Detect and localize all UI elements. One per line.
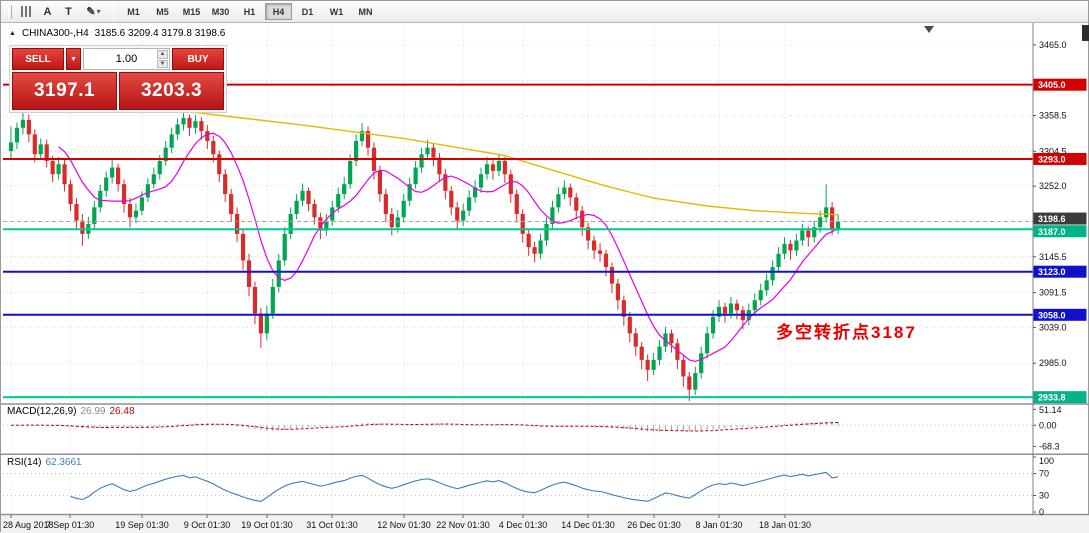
svg-text:3123.0: 3123.0 (1038, 267, 1066, 277)
macd-indicator-label: MACD(12,26,9) 26.99 26.48 (7, 406, 135, 417)
chart-title: ▲ CHINA300-,H4 3185.6 3209.4 3179.8 3198… (9, 28, 225, 39)
symbol-timeframe-label: CHINA300-,H4 (21, 28, 89, 39)
svg-text:3358.5: 3358.5 (1039, 111, 1067, 121)
timeframe-m15-button[interactable]: M15 (182, 6, 201, 17)
volume-down-button[interactable]: ▼ (157, 59, 168, 68)
svg-text:30: 30 (1039, 491, 1049, 501)
macd-signal-line (10, 422, 839, 432)
ohlc-values: 3185.6 3209.4 3179.8 3198.6 (94, 28, 226, 39)
svg-text:3058.0: 3058.0 (1038, 310, 1066, 320)
svg-text:31 Oct 01:30: 31 Oct 01:30 (306, 520, 358, 530)
timeframe-h4-button[interactable]: H4 (265, 3, 292, 20)
svg-text:3252.0: 3252.0 (1039, 181, 1067, 191)
svg-text:18 Jan 01:30: 18 Jan 01:30 (759, 520, 811, 530)
sell-button[interactable]: SELL (12, 48, 64, 70)
svg-text:3405.0: 3405.0 (1038, 80, 1066, 90)
svg-text:26 Dec 01:30: 26 Dec 01:30 (627, 520, 681, 530)
draw-tool-button[interactable]: ✎ ▾ (80, 3, 107, 21)
svg-text:3187.0: 3187.0 (1038, 227, 1066, 237)
svg-text:0.00: 0.00 (1039, 420, 1057, 430)
arrow-tool-icon: A (43, 5, 52, 18)
macd-value-signal: 26.48 (109, 406, 135, 417)
volume-field[interactable]: 1.00 ▲ ▼ (83, 48, 170, 70)
price-axis-badges: 3405.0 3293.0 3198.6 3187.0 3123.0 3058.0 2933… (1033, 78, 1087, 404)
ma-fast-line (58, 132, 839, 363)
price-axis-labels: 3465.0 3358.5 3304.5 3252.0 3145.5 3091.5 3039… (1033, 40, 1067, 368)
svg-text:4 Dec 01:30: 4 Dec 01:30 (499, 520, 548, 530)
volume-stepper: ▲ ▼ (157, 50, 168, 68)
one-click-trading-panel: SELL ▼ 1.00 ▲ ▼ BUY 3197.1 3203.3 (9, 45, 227, 113)
svg-text:22 Nov 01:30: 22 Nov 01:30 (436, 520, 490, 530)
bar-chart-icon (21, 6, 32, 17)
timeframe-w1-button[interactable]: W1 (329, 6, 344, 17)
timeframe-mn-button[interactable]: MN (358, 6, 373, 17)
buy-button[interactable]: BUY (172, 48, 224, 70)
svg-text:100: 100 (1039, 456, 1054, 466)
svg-text:8 Jan 01:30: 8 Jan 01:30 (695, 520, 742, 530)
svg-text:2933.8: 2933.8 (1038, 393, 1066, 403)
sell-dropdown-button[interactable]: ▼ (66, 48, 81, 70)
timeframe-d1-button[interactable]: D1 (301, 6, 314, 17)
chart-shift-marker-icon[interactable] (924, 26, 934, 33)
text-tool-button[interactable]: T (59, 3, 78, 21)
svg-text:3465.0: 3465.0 (1039, 40, 1067, 50)
svg-text:3091.5: 3091.5 (1039, 288, 1067, 298)
toolbar: A T ✎ ▾ M1 M5 M15 M30 H1 H4 D1 W1 MN (1, 1, 1088, 23)
axis-corner-marker (1082, 25, 1089, 41)
volume-up-button[interactable]: ▲ (157, 50, 168, 59)
one-click-trading-toggle-icon[interactable]: ▲ (9, 30, 16, 37)
ma-slow-line (10, 95, 839, 216)
rsi-value: 62.3661 (45, 457, 82, 468)
timeframe-m30-button[interactable]: M30 (211, 6, 230, 17)
text-tool-icon: T (65, 5, 72, 18)
rsi-title: RSI(14) (7, 457, 42, 468)
svg-text:3198.6: 3198.6 (1038, 214, 1066, 224)
macd-value-main: 26.99 (80, 406, 106, 417)
svg-text:7 Sep 01:30: 7 Sep 01:30 (46, 520, 95, 530)
svg-text:19 Sep 01:30: 19 Sep 01:30 (115, 520, 169, 530)
bid-price[interactable]: 3197.1 (12, 72, 117, 110)
svg-text:3304.5: 3304.5 (1039, 146, 1067, 156)
rsi-panel: 100 70 30 0 (3, 456, 1054, 517)
candlestick-series (8, 111, 841, 402)
svg-text:0: 0 (1039, 507, 1044, 517)
chart-type-button[interactable] (17, 3, 36, 21)
timeframe-h1-button[interactable]: H1 (243, 6, 256, 17)
macd-title: MACD(12,26,9) (7, 406, 77, 417)
svg-text:2985.0: 2985.0 (1039, 358, 1067, 368)
chart-annotation-text[interactable]: 多空转折点3187 (776, 323, 917, 342)
svg-text:3293.0: 3293.0 (1038, 154, 1066, 164)
toolbar-separator (113, 3, 114, 20)
pencil-icon: ✎ (86, 6, 96, 18)
svg-text:51.14: 51.14 (1039, 405, 1062, 415)
rsi-line (70, 471, 839, 502)
time-axis-bg (1, 515, 1089, 533)
svg-text:28 Aug 2018: 28 Aug 2018 (3, 520, 54, 530)
caret-down-icon: ▾ (96, 7, 101, 16)
svg-text:19 Oct 01:30: 19 Oct 01:30 (241, 520, 293, 530)
timeframe-m1-button[interactable]: M1 (127, 6, 140, 17)
toolbar-grip[interactable] (8, 4, 12, 19)
arrow-tool-button[interactable]: A (38, 3, 57, 21)
svg-text:3039.0: 3039.0 (1039, 322, 1067, 332)
volume-value: 1.00 (115, 53, 138, 65)
svg-text:-68.3: -68.3 (1039, 441, 1060, 451)
ask-price[interactable]: 3203.3 (119, 72, 224, 110)
timeframe-m5-button[interactable]: M5 (156, 6, 169, 17)
svg-text:12 Nov 01:30: 12 Nov 01:30 (377, 520, 431, 530)
svg-text:14 Dec 01:30: 14 Dec 01:30 (561, 520, 615, 530)
svg-text:70: 70 (1039, 469, 1049, 479)
macd-panel: 51.14 0.00 -68.3 (3, 405, 1062, 451)
svg-text:3145.5: 3145.5 (1039, 252, 1067, 262)
rsi-indicator-label: RSI(14) 62.3661 (7, 457, 82, 468)
svg-text:9 Oct 01:30: 9 Oct 01:30 (184, 520, 231, 530)
